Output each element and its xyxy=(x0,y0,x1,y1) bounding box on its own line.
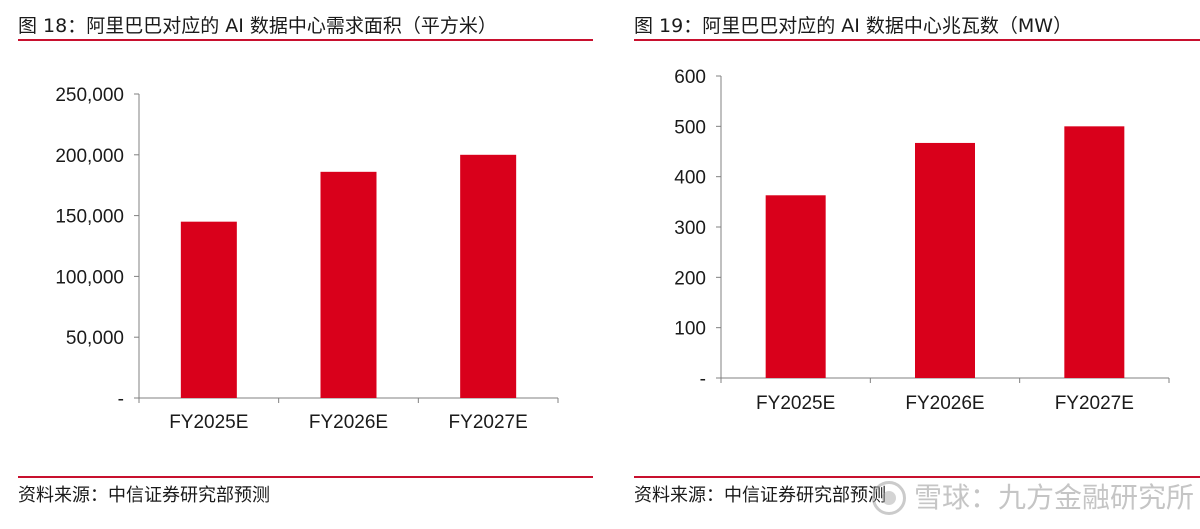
x-tick-label: FY2027E xyxy=(449,412,528,433)
bar-fy2026e xyxy=(320,171,377,398)
y-tick-label: 400 xyxy=(674,168,706,189)
bar-fy2027e xyxy=(1064,126,1125,378)
y-tick-label: 100 xyxy=(674,319,706,340)
y-tick-label: 500 xyxy=(674,117,706,138)
source-rule xyxy=(634,476,1200,478)
watermark: 雪球：九方金融研究所 xyxy=(871,478,1194,518)
x-tick-label: FY2027E xyxy=(1055,393,1134,414)
figure-18-source: 资料来源：中信证券研究部预测 xyxy=(18,485,270,506)
y-tick-label: 200,000 xyxy=(55,146,124,167)
figure-19-title: 图 19：阿里巴巴对应的 AI 数据中心兆瓦数（MW） xyxy=(634,15,1073,37)
y-tick-label: - xyxy=(118,389,124,410)
x-tick-label: FY2025E xyxy=(756,393,835,414)
x-tick-label: FY2025E xyxy=(169,412,248,433)
figure-19-panel: 图 19：阿里巴巴对应的 AI 数据中心兆瓦数（MW） - 100 200 300 40… xyxy=(634,0,1200,529)
y-tick-label: 300 xyxy=(674,218,706,239)
y-tick-label: 250,000 xyxy=(55,85,124,106)
x-tick-label: FY2026E xyxy=(309,412,388,433)
watermark-text: 雪球：九方金融研究所 xyxy=(913,481,1194,514)
source-rule xyxy=(18,476,593,478)
y-tick-label: 150,000 xyxy=(55,207,124,228)
bar-fy2025e xyxy=(180,221,237,398)
title-rule xyxy=(18,39,593,41)
figure-19-chart: - 100 200 300 400 500 600 FY2025E FY2026E FY2027E xyxy=(674,67,1170,414)
bar-fy2026e xyxy=(915,142,975,378)
y-tick-label: 200 xyxy=(674,268,706,289)
title-rule xyxy=(634,39,1200,41)
bar-fy2025e xyxy=(765,195,826,378)
figure-18-panel: 图 18：阿里巴巴对应的 AI 数据中心需求面积（平方米） - 50,000 100… xyxy=(18,0,593,529)
bar-fy2027e xyxy=(460,154,517,398)
figure-19-source: 资料来源：中信证券研究部预测 xyxy=(634,485,886,506)
figure-18-title: 图 18：阿里巴巴对应的 AI 数据中心需求面积（平方米） xyxy=(18,15,497,37)
y-tick-label: 50,000 xyxy=(66,328,124,349)
y-tick-label: 600 xyxy=(674,67,706,88)
x-tick-label: FY2026E xyxy=(905,393,984,414)
figure-18-chart: - 50,000 100,000 150,000 200,000 250,000 FY202… xyxy=(55,85,559,433)
jiufang-logo-icon xyxy=(871,481,906,515)
y-tick-label: - xyxy=(700,369,706,390)
y-tick-label: 100,000 xyxy=(55,267,124,288)
